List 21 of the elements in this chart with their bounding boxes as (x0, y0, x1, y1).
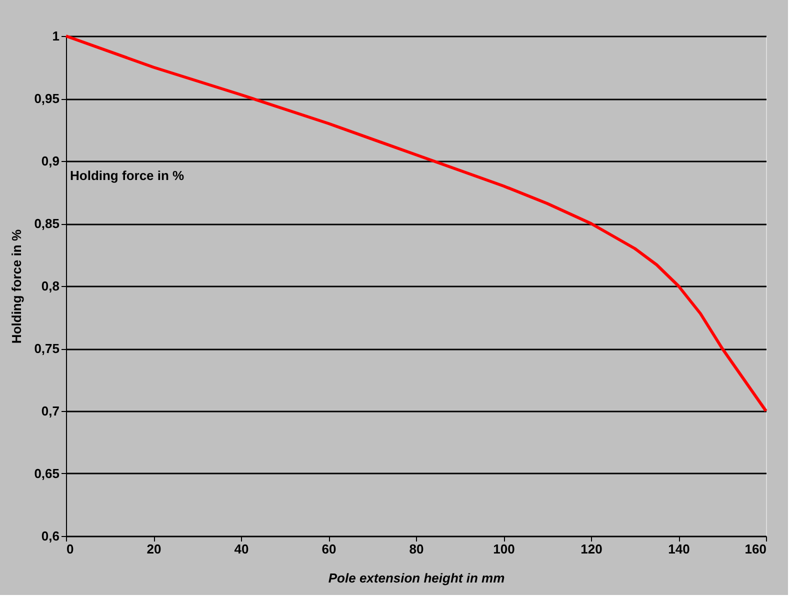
y-tick-label: 0,7 (41, 404, 60, 418)
y-tick-label: 0,8 (41, 278, 60, 294)
x-tick-label: 60 (322, 542, 336, 556)
x-tick-label: 100 (493, 542, 515, 556)
x-tick-label: 140 (668, 542, 690, 556)
y-tick-label: 0,6 (41, 528, 60, 544)
x-tick-label: 80 (409, 542, 424, 556)
y-tick-label: 0,9 (41, 154, 60, 168)
x-tick-label: 40 (234, 542, 249, 556)
x-tick-label: 20 (146, 542, 162, 556)
y-tick-label: 1 (52, 28, 60, 44)
y-tick-label: 0,75 (34, 341, 60, 356)
y-axis-title: Holding force in % (9, 229, 24, 344)
x-axis-title: Pole extension height in mm (328, 570, 506, 586)
x-tick-label: 120 (580, 542, 602, 556)
x-tick-label: 0 (66, 542, 74, 556)
y-tick-label: 0,65 (34, 466, 60, 481)
annotation: Holding force in % (70, 168, 185, 183)
y-tick-label: 0,85 (34, 216, 60, 231)
y-tick-label: 0,95 (34, 91, 60, 106)
x-tick-label: 160 (744, 542, 766, 556)
